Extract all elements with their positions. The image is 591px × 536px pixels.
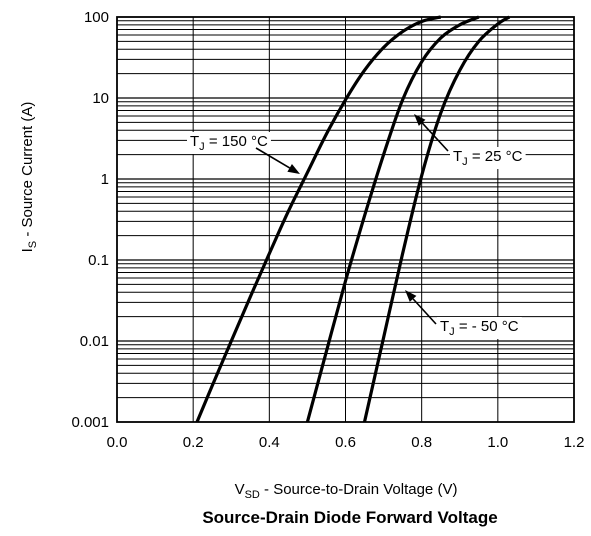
curve-label-arrow-line [255,147,291,169]
x-axis-title-main: V [235,481,245,498]
y-axis-title: IS - Source Current (A) [19,102,39,253]
y-tick-label: 100 [84,9,109,26]
curve-label-text: TJ = - 50 °C [440,318,519,338]
x-axis-title-sub: SD [245,489,260,501]
x-axis-title: VSD - Source-to-Drain Voltage (V) [235,481,458,501]
curve-label-text: TJ = 150 °C [190,133,268,153]
curve-label-text: TJ = 25 °C [453,148,523,168]
y-tick-label: 0.001 [71,414,109,431]
curve-label-sub: J [449,326,455,338]
curve-label-main: T [440,318,449,335]
curve-label-rest: = - 50 °C [455,318,519,335]
x-tick-label: 1.0 [487,434,508,451]
y-axis-title-rest: - Source Current (A) [19,102,36,241]
curve-label-arrow-line [412,298,437,325]
series-line-2 [362,15,511,423]
tick-labels: 0.0 0.2 0.4 0.6 0.8 1.0 1.2 0.001 0.01 0.1 1 10 100 [71,9,584,451]
curve-label-0: TJ = 150 °C [187,132,300,174]
curve-label-arrow-head [405,290,417,302]
curve-label-rest: = 25 °C [468,148,523,165]
x-tick-label: 0.8 [411,434,432,451]
x-tick-label: 0.4 [259,434,280,451]
chart-title: Source-Drain Diode Forward Voltage [202,508,497,527]
y-tick-label: 0.1 [88,252,109,269]
curve-label-arrow-line [421,122,449,152]
y-axis-title-sub: S [27,241,39,248]
series-line-0 [195,15,442,423]
plot-frame [116,16,575,423]
curve-label-background [437,317,522,339]
curve-label-background [187,132,271,154]
series-line-1 [305,15,480,423]
curve-label-main: T [190,133,199,150]
curve-labels: TJ = 150 °CTJ = 25 °CTJ = - 50 °C [187,114,526,339]
grid [117,17,574,422]
curves [195,15,511,423]
curve-label-1: TJ = 25 °C [414,114,526,169]
plot-border [116,16,575,423]
curve-label-arrow-head [287,164,300,174]
curve-label-2: TJ = - 50 °C [405,290,522,339]
x-tick-label: 1.2 [564,434,585,451]
curve-label-background [450,147,526,169]
curve-label-sub: J [199,141,205,153]
curve-label-rest: = 150 °C [205,133,268,150]
x-tick-label: 0.0 [107,434,128,451]
y-tick-label: 10 [92,90,109,107]
curve-label-arrow-head [414,114,426,126]
x-axis-title-rest: - Source-to-Drain Voltage (V) [260,481,458,498]
x-tick-label: 0.6 [335,434,356,451]
x-tick-label: 0.2 [183,434,204,451]
y-axis-title-main: I [19,248,36,252]
y-tick-label: 1 [101,171,109,188]
curve-label-main: T [453,148,462,165]
curve-label-sub: J [462,156,468,168]
y-tick-label: 0.01 [80,333,109,350]
